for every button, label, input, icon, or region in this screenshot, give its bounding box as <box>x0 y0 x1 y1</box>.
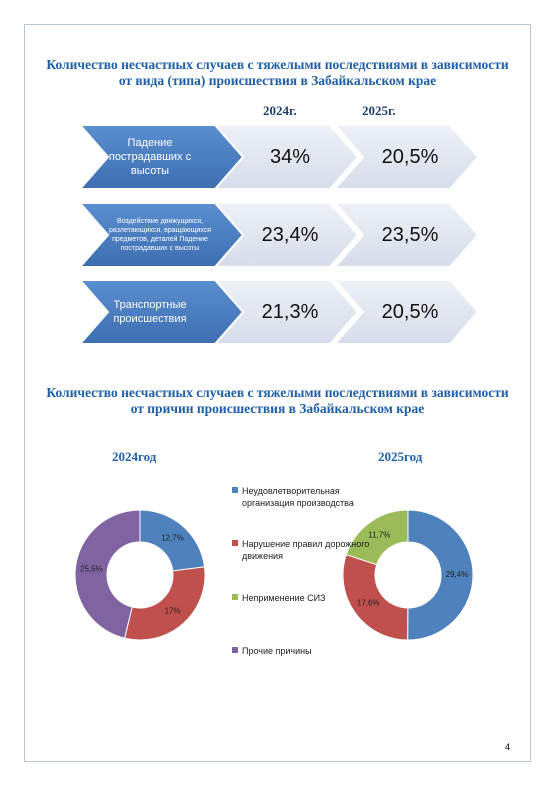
legend-swatch <box>232 594 238 600</box>
legend-swatch <box>232 540 238 546</box>
page-number: 4 <box>505 742 511 752</box>
cell-value: 23,5% <box>381 223 439 246</box>
chevron-label <box>77 124 245 190</box>
data-label: 29,4% <box>446 570 469 579</box>
donut-segment <box>74 509 141 639</box>
row-label: Транспортные происшествия <box>113 299 187 325</box>
data-label: 12,7% <box>161 533 184 542</box>
row-label: Воздействие движущихся, разлетающихся, в… <box>109 218 211 252</box>
data-label: 25,5% <box>80 564 103 573</box>
chevron-lighter <box>332 279 480 345</box>
row-label: Падение пострадавших с высоты <box>108 137 192 177</box>
cell-value: 23,4% <box>261 223 319 246</box>
column-header: 2024г. <box>263 103 297 118</box>
cell-value: 20,5% <box>381 145 439 168</box>
chevron-label <box>77 202 245 268</box>
chevron-lighter <box>332 202 480 268</box>
legend-item: Нарушение правил дорожного движения <box>232 538 372 562</box>
legend-swatch <box>232 647 238 653</box>
data-label: 17,6% <box>357 599 380 608</box>
section-title: Количество несчастных случаев с тяжелыми… <box>46 385 509 416</box>
legend-label: Неудовлетворительная организация произво… <box>242 486 354 508</box>
legend-item: Неприменение СИЗ <box>232 592 372 604</box>
chart-title: 2025год <box>378 449 423 464</box>
legend-label: Нарушение правил дорожного движения <box>242 539 370 561</box>
legend-swatch <box>232 487 238 493</box>
column-header: 2025г. <box>362 103 396 118</box>
legend-label: Прочие причины <box>242 646 312 656</box>
chart-title: 2024год <box>112 449 157 464</box>
donut-segment <box>345 509 409 566</box>
cell-value: 20,5% <box>381 300 439 323</box>
data-label: 17% <box>165 607 181 616</box>
cell-value: 34% <box>269 145 311 168</box>
page-frame <box>24 24 531 762</box>
cell-value: 21,3% <box>261 300 319 323</box>
legend-item: Прочие причины <box>232 645 372 657</box>
data-label: 11,7% <box>368 530 390 539</box>
chevron-label <box>77 279 245 345</box>
donut-segment <box>124 566 206 641</box>
chevron-lighter <box>332 124 480 190</box>
donut-segment <box>342 554 409 641</box>
legend-item: Неудовлетворительная организация произво… <box>232 485 372 509</box>
section-title: Количество несчастных случаев с тяжелыми… <box>46 57 509 88</box>
donut-segment <box>407 509 474 641</box>
legend-label: Неприменение СИЗ <box>242 593 326 603</box>
